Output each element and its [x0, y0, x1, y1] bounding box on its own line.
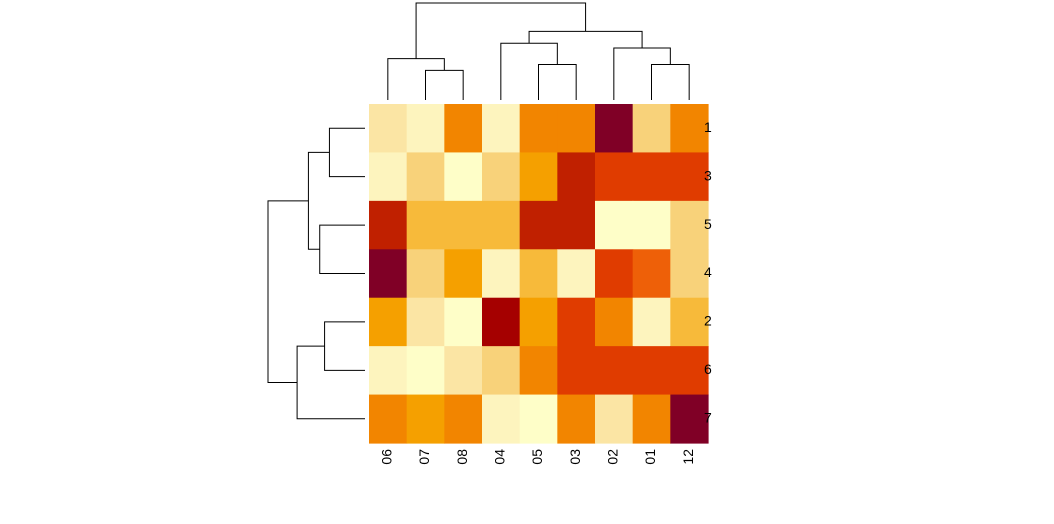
- heatmap-cell-r1-c04: [482, 104, 521, 154]
- heatmap-cell-r3-c02: [595, 152, 634, 202]
- heatmap-cell-r2-c04: [482, 297, 521, 347]
- heatmap-cell-r4-c03: [557, 249, 596, 299]
- heatmap-cell-r3-c06: [369, 152, 408, 202]
- heatmap-cell-r7-c12: [670, 394, 709, 444]
- column-label-12: 12: [680, 449, 696, 465]
- heatmap-cell-r2-c08: [444, 297, 483, 347]
- heatmap-cell-r5-c07: [406, 200, 445, 250]
- column-label-07: 07: [416, 449, 432, 465]
- heatmap-cell-r5-c02: [595, 200, 634, 250]
- heatmap-cell-r1-c06: [369, 104, 408, 154]
- heatmap-cell-r5-c03: [557, 200, 596, 250]
- heatmap-cell-r1-c03: [557, 104, 596, 154]
- heatmap-cell-r3-c08: [444, 152, 483, 202]
- heatmap-cell-r4-c12: [670, 249, 709, 299]
- heatmap-cells: [369, 104, 709, 444]
- row-labels: 1 3 5 4 2 6 7: [704, 119, 712, 426]
- row-label-5: 5: [704, 216, 712, 232]
- column-label-06: 06: [379, 449, 395, 465]
- row-dendrogram-branch-2-6: [324, 321, 365, 371]
- column-dendrogram-branch-04-05-03-02-01-12: [528, 30, 643, 48]
- column-dendrogram-branch-01-12: [651, 64, 690, 100]
- row-dendrogram-branch-5-4: [319, 224, 365, 274]
- heatmap-cell-r6-c08: [444, 346, 483, 396]
- heatmap-cell-r4-c04: [482, 249, 521, 299]
- heatmap-cell-r5-c04: [482, 200, 521, 250]
- heatmap-cell-r3-c12: [670, 152, 709, 202]
- row-label-6: 6: [704, 361, 712, 377]
- heatmap-cell-r2-c07: [406, 297, 445, 347]
- row-dendrogram-branch-7-2-6: [296, 345, 365, 420]
- heatmap-cell-r5-c01: [632, 200, 671, 250]
- heatmap-cell-r4-c07: [406, 249, 445, 299]
- row-dendrogram-branch-1-3-5-4-7-2-6: [267, 200, 309, 383]
- heatmap-cell-r6-c12: [670, 346, 709, 396]
- heatmap-cell-r2-c03: [557, 297, 596, 347]
- heatmap-cell-r6-c03: [557, 346, 596, 396]
- heatmap-cell-r7-c04: [482, 394, 521, 444]
- row-label-2: 2: [704, 313, 712, 329]
- column-dendrogram-branch-04-05-03: [500, 42, 558, 100]
- heatmap-cell-r3-c07: [406, 152, 445, 202]
- heatmap-cell-r4-c06: [369, 249, 408, 299]
- heatmap-cell-r7-c01: [632, 394, 671, 444]
- heatmap-cell-r4-c05: [519, 249, 558, 299]
- heatmap-cell-r7-c02: [595, 394, 634, 444]
- heatmap-cell-r7-c05: [519, 394, 558, 444]
- column-dendrogram-branch-05-03: [538, 64, 577, 100]
- column-dendrogram-branch-07-08: [425, 69, 464, 100]
- heatmap-cell-r3-c04: [482, 152, 521, 202]
- column-dendrogram: [387, 2, 690, 100]
- heatmap-cell-r2-c02: [595, 297, 634, 347]
- column-label-03: 03: [567, 449, 583, 465]
- heatmap-cell-r1-c01: [632, 104, 671, 154]
- heatmap-cell-r7-c03: [557, 394, 596, 444]
- column-dendrogram-branch-06-07-08-04-05-03-02-01-12: [415, 2, 587, 59]
- heatmap-cell-r1-c08: [444, 104, 483, 154]
- heatmap-cell-r6-c06: [369, 346, 408, 396]
- heatmap-cell-r3-c05: [519, 152, 558, 202]
- row-dendrogram: [267, 127, 365, 420]
- heatmap-cell-r2-c12: [670, 297, 709, 347]
- heatmap-cell-r6-c07: [406, 346, 445, 396]
- heatmap-cell-r6-c02: [595, 346, 634, 396]
- heatmap-cell-r2-c01: [632, 297, 671, 347]
- heatmap-cell-r7-c08: [444, 394, 483, 444]
- column-label-05: 05: [529, 449, 545, 465]
- heatmap-cell-r4-c01: [632, 249, 671, 299]
- heatmap-cell-r6-c01: [632, 346, 671, 396]
- heatmap-cell-r5-c08: [444, 200, 483, 250]
- heatmap-cell-r6-c04: [482, 346, 521, 396]
- heatmap-cell-r5-c05: [519, 200, 558, 250]
- column-labels: 06 07 08 04 05 03 02 01 12: [379, 449, 696, 465]
- column-dendrogram-branch-06-07-08: [387, 58, 445, 100]
- heatmap-cell-r4-c02: [595, 249, 634, 299]
- heatmap-cell-r1-c02: [595, 104, 634, 154]
- row-dendrogram-branch-1-3-5-4: [307, 151, 330, 250]
- heatmap-cell-r2-c05: [519, 297, 558, 347]
- row-label-1: 1: [704, 119, 712, 135]
- column-label-02: 02: [605, 449, 621, 465]
- heatmap-cell-r3-c01: [632, 152, 671, 202]
- heatmap-cell-r3-c03: [557, 152, 596, 202]
- column-dendrogram-branch-02-01-12: [613, 47, 671, 100]
- column-label-04: 04: [492, 449, 508, 465]
- heatmap-cell-r5-c06: [369, 200, 408, 250]
- heatmap-cell-r2-c06: [369, 297, 408, 347]
- heatmap-cell-r5-c12: [670, 200, 709, 250]
- heatmap-cell-r1-c12: [670, 104, 709, 154]
- row-label-7: 7: [704, 409, 712, 425]
- column-label-01: 01: [642, 449, 658, 465]
- heatmap-cell-r6-c05: [519, 346, 558, 396]
- row-label-4: 4: [704, 264, 712, 280]
- heatmap-cell-r7-c06: [369, 394, 408, 444]
- heatmap-cell-r4-c08: [444, 249, 483, 299]
- column-label-08: 08: [454, 449, 470, 465]
- heatmap-cell-r1-c07: [406, 104, 445, 154]
- heatmap-cell-r1-c05: [519, 104, 558, 154]
- row-label-3: 3: [704, 167, 712, 183]
- row-dendrogram-branch-1-3: [328, 127, 365, 178]
- heatmap-cell-r7-c07: [406, 394, 445, 444]
